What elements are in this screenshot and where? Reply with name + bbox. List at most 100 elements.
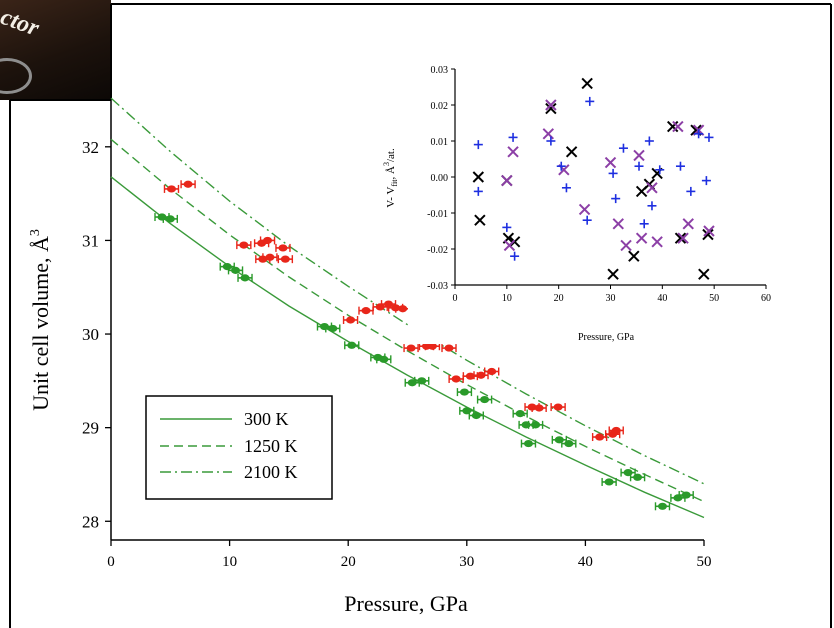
data-point — [163, 184, 180, 193]
inset-plus-marker — [473, 186, 483, 196]
inset-y-axis-title-b: , Å — [385, 166, 397, 180]
data-point — [591, 433, 608, 442]
data-point — [476, 395, 493, 404]
inset-plus-marker — [561, 183, 571, 193]
inset-x-tick-label: 50 — [709, 293, 719, 304]
data-point — [678, 491, 694, 500]
inset-plus-marker — [546, 136, 556, 146]
inset-x-marker — [646, 182, 658, 194]
inset-x-marker — [581, 77, 593, 90]
inset-x-marker — [501, 174, 513, 187]
data-point — [520, 439, 537, 448]
y-tick-label: 28 — [82, 512, 99, 531]
inset-y-axis-title-a: V- V — [385, 187, 397, 208]
inset-x-marker — [702, 228, 714, 241]
inset-y-tick-label: -0.03 — [427, 281, 448, 292]
inset-plus-marker — [639, 219, 649, 229]
inset-plus-marker — [582, 215, 592, 225]
data-point — [403, 344, 419, 353]
inset-x-marker — [565, 146, 578, 158]
y-axis-title: Unit cell volume, Å3 — [28, 229, 53, 411]
data-point — [180, 180, 196, 189]
inset-plus-marker — [634, 161, 644, 171]
data-point — [456, 388, 473, 397]
data-point — [259, 236, 276, 245]
inset-y-tick-label: 0.02 — [431, 101, 449, 112]
x-tick-label: 40 — [578, 554, 593, 570]
data-point — [620, 468, 636, 477]
data-point — [512, 409, 528, 418]
inset-y-axis-title: V- Vfit, Å3/at. — [382, 148, 399, 208]
inset-plus-marker — [675, 161, 685, 171]
inset-plus-marker — [686, 186, 696, 196]
inset-background — [408, 58, 786, 344]
data-point — [236, 241, 252, 250]
inset-plus-marker — [704, 132, 714, 142]
inset-x-tick-label: 0 — [453, 293, 458, 304]
inset-x-axis-title: Pressure, GPa — [578, 332, 635, 343]
inset-x-tick-label: 60 — [761, 293, 771, 304]
data-point — [277, 255, 294, 264]
inset-x-marker — [472, 171, 485, 183]
inset-x-marker — [545, 102, 557, 115]
inset-y-tick-label: -0.01 — [427, 209, 448, 220]
inset-plus-marker — [647, 201, 657, 211]
inset-x-marker — [612, 218, 624, 230]
inset-plus-marker — [510, 251, 520, 261]
inset-plot: 0 10 20 30 40 50 60 0.03 0.02 0.01 0.00 -0.01 -0.02 -… — [408, 58, 786, 344]
inset-y-tick-label: 0.00 — [431, 173, 449, 184]
data-point — [344, 341, 360, 350]
inset-plus-marker — [655, 165, 665, 175]
data-point — [448, 374, 464, 383]
inset-x-marker — [635, 232, 648, 244]
data-point — [462, 372, 479, 381]
inset-y-axis-title-sub: fit — [390, 179, 399, 187]
detector-photo: ctor — [0, 0, 111, 100]
data-point — [459, 406, 475, 415]
x-tick-label: 20 — [341, 554, 356, 570]
data-point — [468, 411, 484, 420]
inset-x-marker — [628, 250, 640, 262]
x-tick-label: 50 — [697, 554, 712, 570]
inset-x-marker — [545, 99, 557, 111]
inset-y-tick-label: 0.01 — [431, 137, 449, 148]
inset-x-marker — [474, 214, 486, 226]
data-point — [601, 477, 617, 486]
inset-x-marker — [698, 268, 710, 280]
data-point — [227, 266, 244, 275]
data-point — [550, 403, 566, 412]
data-point — [237, 273, 253, 282]
y-tick-label: 30 — [82, 325, 99, 344]
inset-x-marker — [620, 239, 632, 252]
inset-y-tick-label: 0.03 — [431, 65, 449, 76]
x-tick-label: 10 — [222, 554, 237, 570]
y-axis-title-sup: 3 — [28, 229, 43, 236]
inset-x-marker — [607, 268, 619, 280]
legend: 300 K 1250 K 2100 K — [145, 395, 333, 500]
inset-x-marker — [674, 232, 687, 244]
inset-x-marker — [677, 232, 689, 244]
inset-x-marker — [666, 120, 679, 133]
photo-ring — [0, 58, 32, 94]
curve-300k — [110, 176, 705, 519]
inset-x-marker — [651, 236, 663, 248]
inset-x-marker — [672, 120, 684, 133]
data-point — [527, 420, 544, 429]
x-tick-label: 30 — [459, 554, 474, 570]
inset-plus-marker — [608, 168, 618, 178]
legend-label-2100k: 2100 K — [244, 462, 298, 482]
inset-plus-marker — [694, 129, 704, 139]
data-point — [608, 426, 624, 435]
inset-x-marker — [578, 203, 591, 216]
inset-plus-marker — [585, 96, 595, 106]
data-point — [473, 371, 489, 380]
y-tick-label: 31 — [82, 231, 99, 250]
data-point — [484, 367, 500, 376]
inset-plus-marker — [556, 161, 566, 171]
legend-label-1250k: 1250 K — [244, 436, 298, 456]
inset-x-marker — [703, 225, 715, 237]
inset-plus-marker — [508, 132, 518, 142]
inset-x-marker — [633, 149, 645, 162]
